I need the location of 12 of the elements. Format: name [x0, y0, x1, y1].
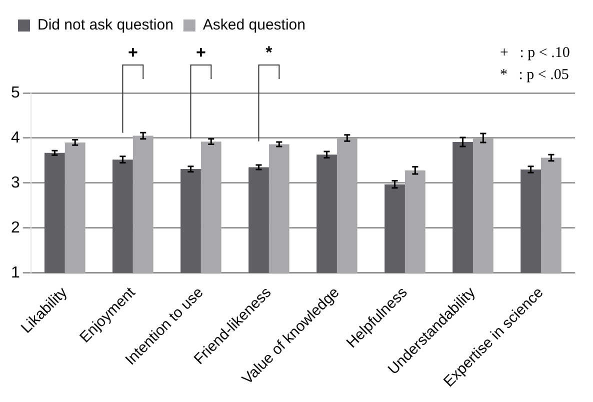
- text: * : p < .05: [500, 66, 569, 83]
- text: + : p < .10: [500, 44, 570, 61]
- legend-label: Did not ask question: [38, 16, 174, 34]
- y-tick-label: 2: [10, 219, 20, 236]
- legend-label: Asked question: [202, 16, 306, 34]
- y-tick-label: 5: [10, 84, 20, 102]
- y-tick-label: 4: [10, 129, 20, 146]
- text: +: [196, 43, 206, 62]
- text: *: [266, 43, 273, 62]
- y-tick-label: 1: [10, 264, 20, 282]
- text: +: [128, 43, 138, 62]
- y-tick-label: 3: [10, 174, 20, 192]
